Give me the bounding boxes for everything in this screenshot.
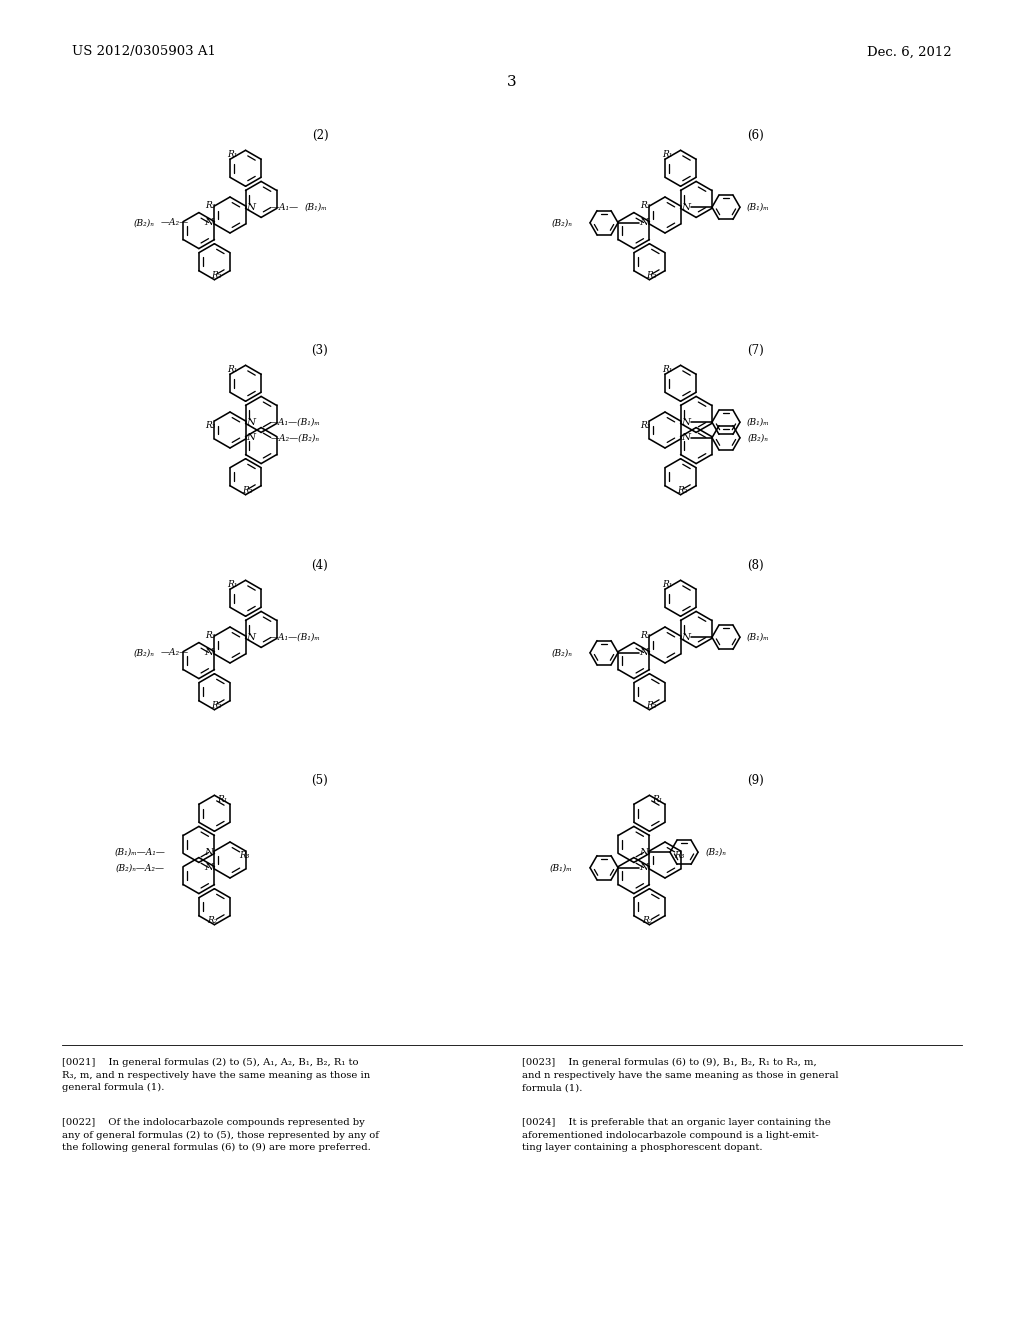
Text: R₃: R₃ bbox=[206, 631, 216, 639]
Text: R₁: R₁ bbox=[227, 579, 238, 589]
Text: R₂: R₂ bbox=[211, 701, 221, 710]
Text: N: N bbox=[247, 433, 256, 442]
Text: N: N bbox=[247, 203, 256, 211]
Text: (B₂)ₙ: (B₂)ₙ bbox=[748, 433, 768, 442]
Text: N: N bbox=[681, 433, 690, 442]
Text: (B₁)ₘ: (B₁)ₘ bbox=[746, 632, 769, 642]
Text: —A₂—: —A₂— bbox=[161, 218, 189, 227]
Text: (6): (6) bbox=[746, 128, 763, 141]
Text: N: N bbox=[205, 648, 214, 657]
Text: R₃: R₃ bbox=[641, 631, 651, 639]
Text: R₁: R₁ bbox=[663, 149, 673, 158]
Text: N: N bbox=[247, 417, 256, 426]
Text: R₃: R₃ bbox=[206, 421, 216, 429]
Text: (B₂)ₙ: (B₂)ₙ bbox=[133, 218, 155, 227]
Text: R₂: R₂ bbox=[207, 916, 218, 925]
Text: (9): (9) bbox=[746, 774, 763, 787]
Text: (7): (7) bbox=[746, 343, 763, 356]
Text: (B₁)ₘ: (B₁)ₘ bbox=[304, 203, 328, 211]
Text: R₂: R₂ bbox=[243, 486, 253, 495]
Text: N: N bbox=[681, 417, 690, 426]
Text: (B₂)ₙ: (B₂)ₙ bbox=[706, 847, 726, 857]
Text: (4): (4) bbox=[311, 558, 329, 572]
Text: —A₁—: —A₁— bbox=[271, 203, 299, 211]
Text: (B₂)ₙ—A₂—: (B₂)ₙ—A₂— bbox=[116, 863, 165, 873]
Text: R₂: R₂ bbox=[646, 271, 656, 280]
Text: R₃: R₃ bbox=[239, 850, 249, 859]
Text: R₃: R₃ bbox=[641, 201, 651, 210]
Text: (2): (2) bbox=[311, 128, 329, 141]
Text: R₃: R₃ bbox=[641, 421, 651, 429]
Text: N: N bbox=[681, 203, 690, 211]
Text: —A₁—(B₁)ₘ: —A₁—(B₁)ₘ bbox=[269, 632, 321, 642]
Text: (B₁)ₘ: (B₁)ₘ bbox=[746, 417, 769, 426]
Text: (B₁)ₘ: (B₁)ₘ bbox=[746, 203, 769, 211]
Text: N: N bbox=[639, 218, 648, 227]
Text: R₃: R₃ bbox=[674, 850, 684, 859]
Text: (5): (5) bbox=[311, 774, 329, 787]
Text: —A₂—(B₂)ₙ: —A₂—(B₂)ₙ bbox=[270, 433, 319, 442]
Text: R₂: R₂ bbox=[646, 701, 656, 710]
Text: (B₂)ₙ: (B₂)ₙ bbox=[551, 218, 572, 227]
Text: (3): (3) bbox=[311, 343, 329, 356]
Text: (B₂)ₙ: (B₂)ₙ bbox=[551, 648, 572, 657]
Text: N: N bbox=[681, 632, 690, 642]
Text: (B₁)ₘ—A₁—: (B₁)ₘ—A₁— bbox=[114, 847, 165, 857]
Text: [0022]  Of the indolocarbazole compounds represented by
any of general formulas : [0022] Of the indolocarbazole compounds … bbox=[62, 1118, 379, 1152]
Text: N: N bbox=[639, 847, 648, 857]
Text: R₁: R₁ bbox=[227, 364, 238, 374]
Text: [0024]  It is preferable that an organic layer containing the
aforementioned ind: [0024] It is preferable that an organic … bbox=[522, 1118, 830, 1152]
Text: N: N bbox=[205, 218, 214, 227]
Text: N: N bbox=[247, 632, 256, 642]
Text: R₃: R₃ bbox=[206, 201, 216, 210]
Text: R₂: R₂ bbox=[211, 271, 221, 280]
Text: R₁: R₁ bbox=[663, 364, 673, 374]
Text: N: N bbox=[205, 847, 214, 857]
Text: (8): (8) bbox=[746, 558, 763, 572]
Text: R₁: R₁ bbox=[217, 795, 227, 804]
Text: R₁: R₁ bbox=[663, 579, 673, 589]
Text: US 2012/0305903 A1: US 2012/0305903 A1 bbox=[72, 45, 216, 58]
Text: N: N bbox=[639, 648, 648, 657]
Text: —A₂—: —A₂— bbox=[161, 648, 189, 657]
Text: R₂: R₂ bbox=[642, 916, 652, 925]
Text: Dec. 6, 2012: Dec. 6, 2012 bbox=[867, 45, 952, 58]
Text: —A₁—(B₁)ₘ: —A₁—(B₁)ₘ bbox=[269, 417, 321, 426]
Text: 3: 3 bbox=[507, 75, 517, 88]
Text: R₁: R₁ bbox=[652, 795, 663, 804]
Text: N: N bbox=[639, 863, 648, 873]
Text: [0023]  In general formulas (6) to (9), B₁, B₂, R₁ to R₃, m,
and n respectively : [0023] In general formulas (6) to (9), B… bbox=[522, 1059, 839, 1092]
Text: R₂: R₂ bbox=[678, 486, 688, 495]
Text: N: N bbox=[205, 863, 214, 873]
Text: R₁: R₁ bbox=[227, 149, 238, 158]
Text: (B₂)ₙ: (B₂)ₙ bbox=[133, 648, 155, 657]
Text: (B₁)ₘ: (B₁)ₘ bbox=[549, 863, 572, 873]
Text: [0021]  In general formulas (2) to (5), A₁, A₂, B₁, B₂, R₁ to
R₃, m, and n respe: [0021] In general formulas (2) to (5), A… bbox=[62, 1059, 371, 1093]
